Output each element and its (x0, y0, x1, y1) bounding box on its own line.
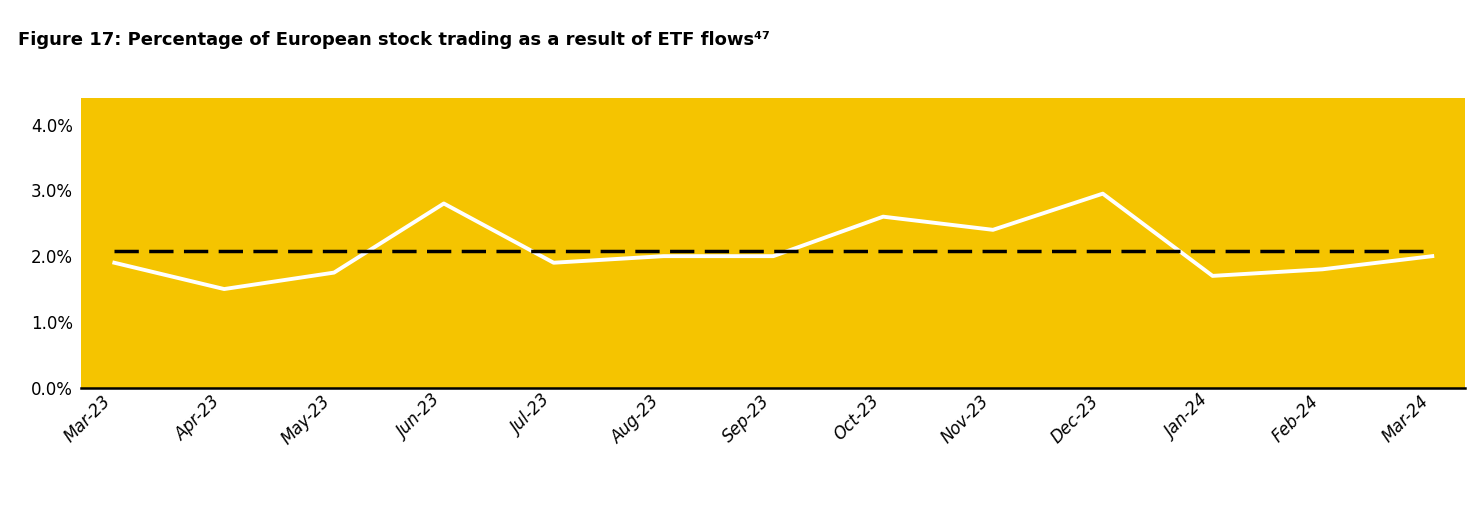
Text: Figure 17: Percentage of European stock trading as a result of ETF flows⁴⁷: Figure 17: Percentage of European stock … (18, 31, 770, 49)
